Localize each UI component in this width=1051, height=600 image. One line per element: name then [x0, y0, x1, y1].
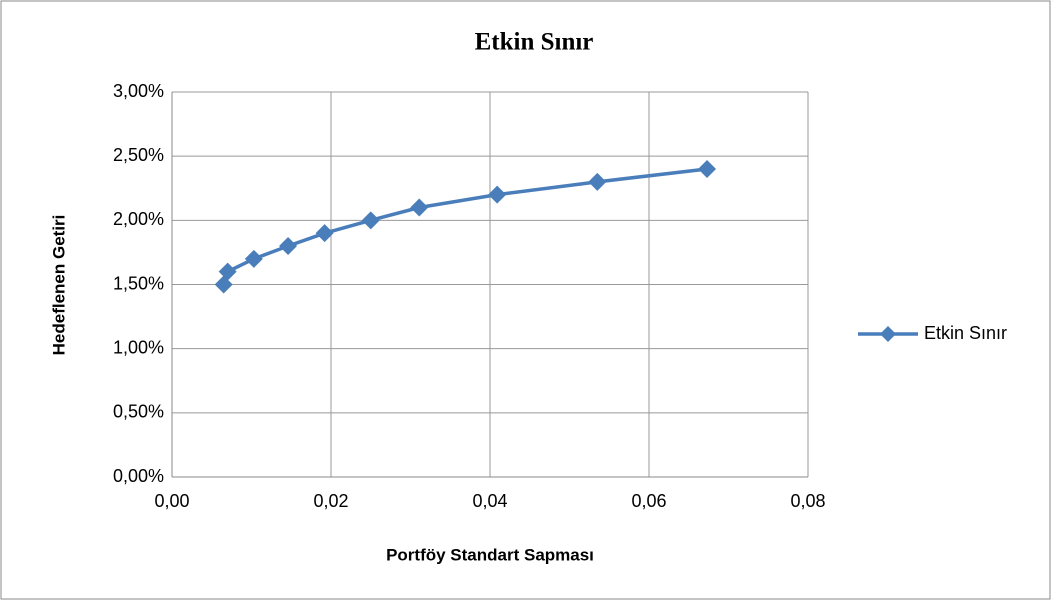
data-point [218, 262, 237, 281]
chart-title: Etkin Sınır [475, 29, 594, 56]
data-point [361, 211, 380, 230]
y-tick-label: 2,00% [113, 209, 164, 229]
y-tick-label: 0,50% [113, 402, 164, 422]
y-tick-label: 3,00% [113, 81, 164, 101]
x-tick-label: 0,02 [313, 491, 348, 511]
y-tick-label: 2,50% [113, 145, 164, 165]
data-point [698, 160, 717, 178]
y-tick-label: 1,50% [113, 273, 164, 293]
data-point [244, 249, 263, 268]
x-tick-label: 0,06 [631, 491, 666, 511]
y-tick-label: 0,00% [113, 466, 164, 486]
y-axis-title: Hedeflenen Getiri [49, 215, 68, 356]
x-axis-title: Portföy Standart Sapması [386, 545, 594, 564]
x-tick-label: 0,04 [472, 491, 507, 511]
data-point [488, 185, 507, 204]
legend-marker [880, 326, 896, 342]
x-tick-label: 0,08 [790, 491, 825, 511]
data-point [588, 172, 607, 191]
x-tick-label: 0,00 [154, 491, 189, 511]
series-line [222, 167, 708, 286]
data-point [410, 198, 429, 217]
legend-label: Etkin Sınır [924, 323, 1007, 343]
data-point [279, 237, 298, 255]
y-tick-label: 1,00% [113, 337, 164, 357]
data-point [315, 224, 334, 243]
